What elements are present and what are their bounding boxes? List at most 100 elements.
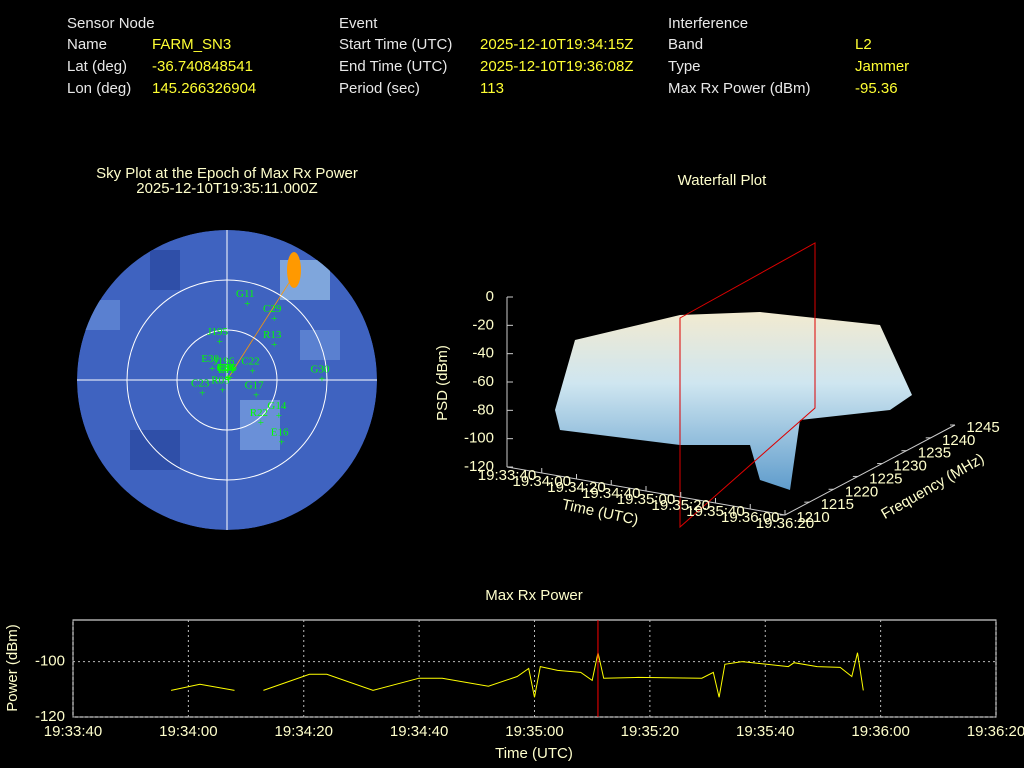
satellite: + — [258, 417, 264, 429]
field-value: 2025-12-10T19:36:08Z — [480, 58, 633, 75]
field-label: Start Time (UTC) — [339, 36, 452, 53]
x-tick-label: 19:34:40 — [390, 723, 448, 740]
chart-subtitle: 2025-12-10T19:35:11.000Z — [136, 180, 318, 197]
satellite: + — [199, 387, 205, 399]
field-value: -95.36 — [855, 80, 898, 97]
satellite-label: R13 — [263, 329, 282, 341]
elevation-ring — [176, 329, 278, 431]
field-label: Lat (deg) — [67, 58, 127, 75]
field-label: End Time (UTC) — [339, 58, 447, 75]
satellite-label: J196 — [213, 355, 234, 367]
x-tick-label: 19:35:40 — [686, 503, 744, 520]
satellite: + — [271, 313, 277, 325]
satellite: + — [225, 372, 231, 384]
satellite: + — [253, 390, 259, 402]
satellite: + — [276, 410, 282, 422]
x-tick-label: 19:33:40 — [478, 467, 536, 484]
satellite-label: C22 — [241, 356, 259, 368]
x-tick-label: 19:36:00 — [851, 723, 909, 740]
y-tick-label: 1235 — [918, 445, 951, 462]
satellite-label: J195 — [207, 326, 228, 338]
field-value: FARM_SN3 — [152, 36, 231, 53]
satellite: + — [271, 339, 277, 351]
satellite-label: G11 — [236, 288, 255, 300]
satellite-label: C05 — [217, 362, 236, 374]
y-tick-label: 1245 — [966, 419, 999, 436]
field-value: Jammer — [855, 58, 909, 75]
z-tick-label: -80 — [472, 401, 494, 418]
field-label: Period (sec) — [339, 80, 420, 97]
satellite-label: R22 — [250, 407, 268, 419]
x-tick-label: 19:34:20 — [275, 723, 333, 740]
satellite: + — [225, 374, 231, 386]
field-value: 2025-12-10T19:34:15Z — [480, 36, 633, 53]
section-title: Interference — [668, 15, 748, 32]
satellite: + — [244, 298, 250, 310]
x-tick-label: 19:35:00 — [617, 491, 675, 508]
y-tick-label: -120 — [35, 708, 65, 725]
chart-title: Sky Plot at the Epoch of Max Rx Power — [96, 165, 358, 182]
field-value: 145.266326904 — [152, 80, 256, 97]
direction-line — [226, 274, 295, 381]
y-axis — [784, 424, 956, 516]
field-value: 113 — [480, 80, 504, 97]
satellite-label: E36 — [219, 362, 237, 374]
field-label: Type — [668, 58, 701, 75]
satellite: + — [225, 372, 231, 384]
satellite-label: E16 — [271, 426, 289, 438]
satellite: + — [249, 366, 255, 378]
satellite-label: E30 — [201, 353, 219, 365]
satellite-label: C29 — [263, 303, 282, 315]
surface — [555, 312, 912, 490]
x-tick-label: 19:35:40 — [736, 723, 794, 740]
section-title: Event — [339, 15, 378, 32]
x-tick-label: 19:35:00 — [505, 723, 563, 740]
field-value: L2 — [855, 36, 872, 53]
y-tick-label: 1240 — [942, 432, 975, 449]
field-label: Lon (deg) — [67, 80, 131, 97]
satellite: + — [227, 372, 233, 384]
satellite-label: C46 — [217, 362, 236, 374]
x-tick-label: 19:34:00 — [513, 473, 571, 490]
satellite: + — [217, 336, 223, 348]
z-tick-label: -40 — [472, 345, 494, 362]
satellite: + — [225, 372, 231, 384]
z-tick-label: -120 — [464, 458, 494, 475]
z-tick-label: -20 — [472, 316, 494, 333]
field-value: -36.740848541 — [152, 58, 253, 75]
section-title: Sensor Node — [67, 15, 155, 32]
interference-source — [287, 252, 301, 288]
z-tick-label: -60 — [472, 373, 494, 390]
chart-title: Max Rx Power — [485, 587, 583, 604]
field-label: Band — [668, 36, 703, 53]
x-tick-label: 19:34:40 — [582, 485, 640, 502]
satellite-label: R05 — [211, 374, 230, 386]
x-tick-label: 19:34:20 — [547, 479, 605, 496]
y-tick-label: 1220 — [845, 483, 878, 500]
x-tick-label: 19:35:20 — [652, 497, 710, 514]
y-tick-label: 1210 — [796, 509, 829, 526]
z-axis-label: PSD (dBm) — [434, 345, 451, 421]
satellite-label: E11 — [218, 364, 235, 376]
y-tick-label: -100 — [35, 653, 65, 670]
satellite: + — [223, 365, 229, 377]
y-tick-label: 1215 — [821, 496, 854, 513]
y-tick-label: 1225 — [869, 470, 902, 487]
y-tick-label: 1230 — [893, 458, 926, 475]
y-axis-label: Power (dBm) — [4, 624, 21, 712]
x-axis-label: Time (UTC) — [495, 745, 573, 762]
x-tick-label: 19:34:00 — [159, 723, 217, 740]
z-tick-label: -100 — [464, 430, 494, 447]
epoch-plane — [679, 242, 816, 529]
field-label: Name — [67, 36, 107, 53]
z-tick-label: 0 — [486, 288, 494, 305]
satellite-label: G14 — [267, 400, 286, 412]
satellite: + — [279, 436, 285, 448]
chart-title: Waterfall Plot — [678, 172, 767, 189]
x-tick-label: 19:33:40 — [44, 723, 102, 740]
x-tick-label: 19:36:00 — [721, 509, 779, 526]
x-tick-label: 19:35:20 — [621, 723, 679, 740]
satellite: + — [319, 374, 325, 386]
satellite-label: E34 — [217, 362, 235, 374]
